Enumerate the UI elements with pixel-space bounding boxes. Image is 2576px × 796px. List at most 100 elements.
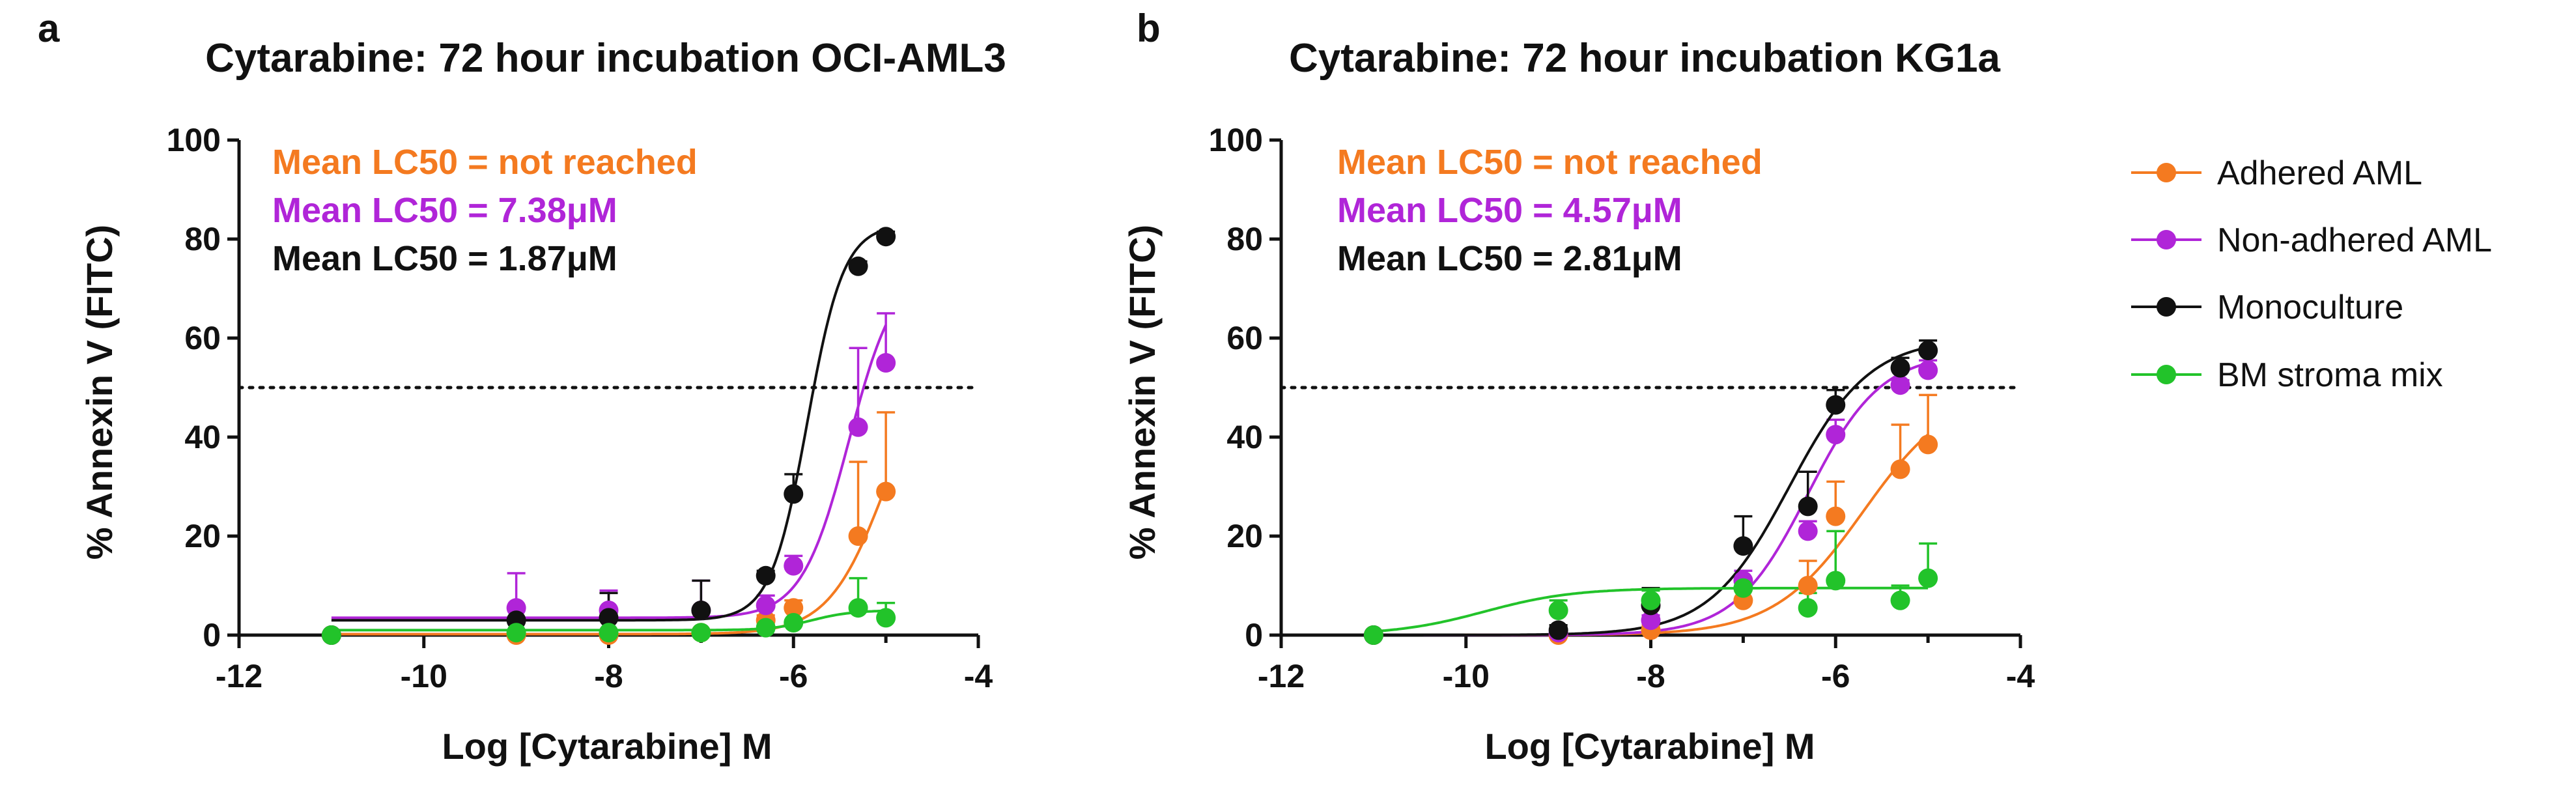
panel-b-ytick-label: 0 <box>1245 617 1263 653</box>
panel-a-monoculture-fit-curve <box>331 228 886 622</box>
panel-b-stroma-point <box>1798 598 1818 618</box>
panel-b-non-adhered-point <box>1641 610 1661 631</box>
panel-b-adhered-point <box>1826 506 1846 526</box>
panel-b-ylabel: % Annexin V (FITC) <box>1122 225 1163 560</box>
legend-marker-adhered <box>2157 163 2176 182</box>
panel-a-monoculture-point <box>784 484 804 504</box>
panel-b-stroma-point <box>1363 625 1383 645</box>
panel-a-xtick-label: -6 <box>779 658 808 694</box>
panel-a-non-adhered-fit-curve <box>331 324 887 619</box>
panel-b-plot: 0 20 40 60 80 100 -12 -10 -8 -6 -4 <box>1209 122 2035 694</box>
panel-b-adhered-point <box>1798 576 1818 595</box>
panel-b-non-adhered-point <box>1918 360 1938 380</box>
legend-entry-non-adhered: Non-adhered AML <box>2131 221 2492 259</box>
legend-label-monoculture: Monoculture <box>2217 289 2403 326</box>
panel-b-ytick-label: 20 <box>1226 518 1263 554</box>
panel-a-non-adhered-point <box>876 353 896 373</box>
panel-b-lc50-monoculture: Mean LC50 = 2.81μM <box>1337 239 1682 278</box>
panel-b-non-adhered-point <box>1890 375 1910 395</box>
panel-a-monoculture-point <box>599 608 619 628</box>
panel-a-stroma-point <box>691 623 711 643</box>
legend-entry-monoculture: Monoculture <box>2131 289 2403 326</box>
panel-a-adhered-point <box>784 598 804 618</box>
panel-a-stroma-point <box>506 623 526 643</box>
panel-a-ytick-label: 60 <box>184 320 221 356</box>
panel-a-stroma-point <box>321 625 341 645</box>
panel-a-plot: 0 20 40 60 80 100 -12 -10 -8 -6 -4 <box>167 122 993 694</box>
panel-a-xtick-label: -8 <box>594 658 623 694</box>
panel-a-ylabel: % Annexin V (FITC) <box>79 225 120 560</box>
panel-b-lc50-adhered: Mean LC50 = not reached <box>1337 143 1762 182</box>
panel-b-stroma-point <box>1641 590 1661 610</box>
panel-a-ytick-label: 80 <box>184 221 221 257</box>
panel-b-adhered-point <box>1918 434 1938 455</box>
panel-a-lc50-annotations: Mean LC50 = not reached Mean LC50 = 7.38… <box>272 143 698 278</box>
panel-a-ytick-label: 0 <box>203 617 221 653</box>
panel-a-ytick-label: 20 <box>184 518 221 554</box>
legend-marker-non-adhered <box>2157 230 2176 249</box>
panel-b-ytick-label: 40 <box>1226 419 1263 455</box>
panel-a-monoculture-point <box>756 565 776 586</box>
legend: Adhered AML Non-adhered AML Monoculture … <box>2131 154 2492 394</box>
panel-b-monoculture-point <box>1918 341 1938 360</box>
panel-b-lc50-non-adhered: Mean LC50 = 4.57μM <box>1337 191 1682 230</box>
panel-a-xtick-label: -10 <box>401 658 447 694</box>
panel-b-ytick-label: 100 <box>1209 122 1263 158</box>
panel-a-stroma-point <box>876 608 896 628</box>
panel-a-lc50-non-adhered: Mean LC50 = 7.38μM <box>272 191 617 230</box>
panel-b-stroma-point <box>1826 571 1846 591</box>
panel-b-xtick-label: -8 <box>1636 658 1665 694</box>
panel-b-xtick-label: -6 <box>1821 658 1850 694</box>
panel-a-non-adhered-point <box>848 417 868 437</box>
legend-label-adhered: Adhered AML <box>2217 154 2422 192</box>
panel-b-stroma-point <box>1918 568 1938 588</box>
panel-b-monoculture-point <box>1890 358 1910 378</box>
panel-b-stroma-point <box>1548 601 1568 620</box>
panel-b-monoculture-point <box>1826 395 1846 415</box>
panel-b-xtick-label: -10 <box>1443 658 1490 694</box>
panel-a-lc50-adhered: Mean LC50 = not reached <box>272 143 698 182</box>
panel-a-monoculture-point <box>691 601 711 620</box>
panel-b-ytick-label: 60 <box>1226 320 1263 356</box>
panel-a-ytick-label: 100 <box>167 122 221 158</box>
panel-a-xtick-label: -12 <box>216 658 262 694</box>
panel-b-stroma-point <box>1733 578 1753 598</box>
panel-a-stroma-point <box>599 623 619 643</box>
legend-entry-stroma: BM stroma mix <box>2131 356 2443 394</box>
panel-a-adhered-point <box>876 481 896 502</box>
panel-b-letter: b <box>1137 7 1161 50</box>
panel-b-title: Cytarabine: 72 hour incubation KG1a <box>1289 36 2001 81</box>
panel-a-title: Cytarabine: 72 hour incubation OCI-AML3 <box>205 36 1006 81</box>
panel-a-adhered-point <box>848 526 868 546</box>
panel-b-lc50-annotations: Mean LC50 = not reached Mean LC50 = 4.57… <box>1337 143 1762 278</box>
panel-a-stroma-point <box>756 618 776 638</box>
panel-b-non-adhered-point <box>1798 521 1818 541</box>
legend-label-stroma: BM stroma mix <box>2217 356 2443 394</box>
panel-b-xlabel: Log [Cytarabine] M <box>1484 726 1815 767</box>
panel-b-monoculture-point <box>1548 620 1568 640</box>
panel-a-xlabel: Log [Cytarabine] M <box>442 726 772 767</box>
panel-b-non-adhered-point <box>1826 425 1846 445</box>
panel-a-xtick-label: -4 <box>964 658 993 694</box>
panel-b-ytick-label: 80 <box>1226 221 1263 257</box>
panel-a-lc50-monoculture: Mean LC50 = 1.87μM <box>272 239 617 278</box>
panel-b-stroma-point <box>1890 590 1910 610</box>
panel-a-monoculture-point <box>848 256 868 276</box>
panel-b-xtick-label: -4 <box>2006 658 2035 694</box>
panel-a-monoculture-point <box>876 227 896 247</box>
panel-b-monoculture-point <box>1798 496 1818 517</box>
panel-a-non-adhered-point <box>756 595 776 616</box>
panel-a-letter: a <box>38 7 60 50</box>
panel-b-adhered-point <box>1890 459 1910 479</box>
legend-entry-adhered: Adhered AML <box>2131 154 2422 192</box>
panel-a-ytick-label: 40 <box>184 419 221 455</box>
legend-marker-stroma <box>2157 365 2176 384</box>
panel-a-stroma-point <box>848 598 868 618</box>
panel-b: b Cytarabine: 72 hour incubation KG1a Me… <box>1122 7 2035 767</box>
panel-a: a Cytarabine: 72 hour incubation OCI-AML… <box>38 7 1006 767</box>
panel-b-xtick-label: -12 <box>1258 658 1305 694</box>
panel-a-stroma-point <box>784 613 804 633</box>
legend-label-non-adhered: Non-adhered AML <box>2217 221 2492 259</box>
